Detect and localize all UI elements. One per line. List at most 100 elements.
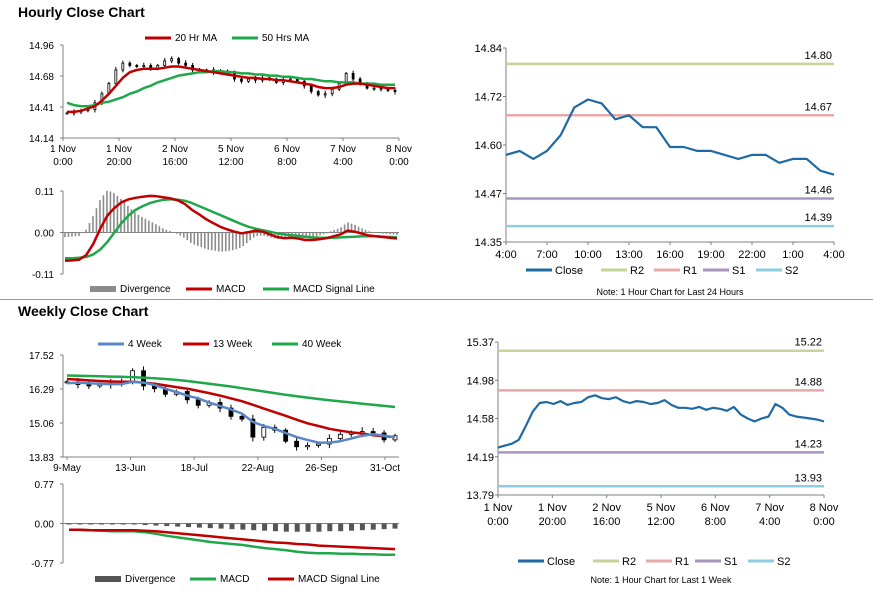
hourly-macd-divergence-bar bbox=[106, 190, 108, 233]
weekly-macd-divergence-bar bbox=[99, 523, 105, 525]
hourly-price-x-tick-label: 12:00 bbox=[218, 157, 243, 168]
weekly-price-x-tick-label: 26-Sep bbox=[305, 463, 338, 474]
weekly-price-candle bbox=[294, 440, 300, 448]
weekly-macd-divergence-bar bbox=[175, 523, 181, 527]
weekly-1w-x-tick-label: 6 Nov bbox=[701, 502, 730, 514]
weekly-price-candle bbox=[316, 443, 321, 446]
hourly-macd-line bbox=[64, 194, 398, 263]
hourly-price-y-tick-label: 14.68 bbox=[29, 72, 54, 83]
weekly-macd-legend-macd-label: MACD bbox=[220, 574, 249, 585]
weekly-macd-divergence-bar bbox=[272, 523, 278, 532]
weekly-macd-divergence-bar bbox=[349, 523, 355, 531]
hourly-macd-divergence-bar bbox=[127, 205, 129, 233]
weekly-macd-divergence-bar bbox=[251, 523, 257, 531]
weekly-price-candle bbox=[86, 384, 92, 387]
weekly-1w-y-tick-label: 13.79 bbox=[466, 490, 494, 502]
hourly-macd-divergence-bar bbox=[249, 232, 252, 241]
weekly-price-y-tick-label: 17.52 bbox=[29, 351, 54, 362]
hourly-macd-divergence-bar bbox=[350, 223, 353, 233]
hourly-macd-divergence-bar bbox=[319, 232, 321, 236]
hourly-24h-x-tick-label: 4:00 bbox=[823, 249, 844, 261]
weekly-macd-divergence-bar bbox=[109, 523, 115, 525]
hourly-macd-legend-signal-label: MACD Signal Line bbox=[293, 284, 375, 295]
hourly-24h-legend-label: Close bbox=[555, 265, 583, 277]
hourly-macd-divergence-bar bbox=[312, 232, 314, 237]
weekly-price-x-tick-label: 18-Jul bbox=[181, 463, 208, 474]
hourly-macd-divergence-bar bbox=[130, 209, 133, 233]
hourly-price-candle bbox=[386, 88, 390, 91]
hourly-macd-divergence-bar bbox=[158, 226, 161, 233]
hourly-macd-legend-divergence-swatch bbox=[90, 286, 116, 292]
hourly-macd-divergence-bar bbox=[113, 193, 115, 233]
weekly-price-candle bbox=[370, 431, 376, 434]
hourly-24h-y-tick-label: 14.72 bbox=[474, 92, 502, 104]
hourly-24h-y-tick-label: 14.60 bbox=[474, 140, 502, 152]
hourly-macd-divergence-bar bbox=[179, 232, 182, 236]
hourly-price-candle bbox=[316, 91, 320, 96]
hourly-macd-divergence-bar bbox=[67, 232, 70, 237]
weekly-macd-signal-line bbox=[69, 528, 396, 551]
hourly-price-x-tick-label: 7 Nov bbox=[330, 144, 356, 155]
hourly-macd-divergence-bar bbox=[64, 232, 66, 238]
hourly-macd-divergence-bar bbox=[238, 232, 241, 249]
hourly-macd-divergence-bar bbox=[378, 232, 381, 234]
weekly-1w-legend-label: S2 bbox=[777, 556, 790, 568]
hourly-macd-signal-line bbox=[65, 198, 398, 260]
hourly-macd-divergence-bar bbox=[85, 229, 87, 233]
weekly-price-y-tick-label: 13.83 bbox=[29, 453, 54, 464]
hourly-macd-divergence-bar bbox=[364, 229, 367, 233]
hourly-price-candle bbox=[114, 69, 118, 84]
hourly-price-candle bbox=[121, 62, 125, 71]
hourly-macd-divergence-bar bbox=[197, 232, 199, 246]
weekly-1w-level-label-r2: 15.22 bbox=[794, 337, 822, 349]
hourly-24h-level-label-r2: 14.80 bbox=[804, 50, 832, 62]
hourly-price-candle bbox=[170, 58, 174, 62]
hourly-price-candle bbox=[163, 60, 167, 66]
hourly-price-candle bbox=[330, 88, 334, 95]
hourly-price-candle bbox=[372, 87, 376, 90]
hourly-macd-divergence-bar bbox=[162, 228, 164, 233]
hourly-macd-divergence-bar bbox=[326, 232, 328, 234]
weekly-1w-x-tick-label: 8:00 bbox=[705, 516, 726, 528]
hourly-24h-x-tick-label: 7:00 bbox=[536, 249, 557, 261]
weekly-price-x-tick-label: 22-Aug bbox=[242, 463, 274, 474]
weekly-macd-divergence-bar bbox=[240, 523, 246, 530]
hourly-macd-divergence-bar bbox=[221, 232, 224, 252]
weekly-macd-y-tick-label: 0.77 bbox=[35, 480, 55, 491]
weekly-macd-legend-divergence-swatch bbox=[95, 576, 121, 582]
weekly-4wk-line bbox=[66, 380, 396, 444]
weekly-1w-x-tick-label: 2 Nov bbox=[592, 502, 621, 514]
weekly-legend-13wk-label: 13 Week bbox=[213, 339, 253, 350]
weekly-legend-40wk-label: 40 Week bbox=[302, 339, 342, 350]
weekly-1w-x-tick-label: 20:00 bbox=[539, 516, 567, 528]
hourly-price-x-tick-label: 4:00 bbox=[333, 157, 353, 168]
hourly-24h-x-tick-label: 1:00 bbox=[782, 249, 803, 261]
hourly-macd-divergence-bar bbox=[207, 232, 210, 250]
weekly-macd-divergence-bar bbox=[186, 523, 192, 528]
weekly-price-x-tick-label: 31-Oct bbox=[370, 463, 400, 474]
hourly-24h-x-tick-label: 19:00 bbox=[697, 249, 725, 261]
weekly-macd-divergence-bar bbox=[392, 523, 398, 529]
weekly-1w-x-tick-label: 16:00 bbox=[593, 516, 621, 528]
hourly-price-candle bbox=[135, 65, 139, 67]
hourly-macd-divergence-bar bbox=[210, 232, 213, 251]
hourly-price-candle bbox=[128, 62, 132, 66]
weekly-macd-divergence-bar bbox=[164, 523, 170, 527]
hourly-macd-divergence-bar bbox=[120, 198, 122, 233]
hourly-price-y-tick-label: 14.41 bbox=[29, 103, 54, 114]
hourly-24h-note: Note: 1 Hour Chart for Last 24 Hours bbox=[596, 287, 744, 297]
hourly-macd-divergence-bar bbox=[347, 222, 349, 233]
hourly-macd-divergence-bar bbox=[343, 224, 346, 233]
hourly-24h-legend-label: S1 bbox=[732, 265, 745, 277]
weekly-legend-4wk-label: 4 Week bbox=[128, 339, 163, 350]
weekly-1w-x-tick-label: 7 Nov bbox=[755, 502, 784, 514]
weekly-macd-divergence-bar bbox=[120, 523, 126, 525]
hourly-macd-divergence-bar bbox=[322, 232, 325, 235]
hourly-24h-close-line bbox=[505, 98, 835, 176]
weekly-macd-divergence-bar bbox=[131, 523, 137, 525]
hourly-macd-divergence-bar bbox=[148, 220, 150, 233]
hourly-macd-divergence-bar bbox=[134, 212, 136, 233]
weekly-1w-close-line bbox=[497, 394, 825, 449]
hourly-legend-ma50-label: 50 Hrs MA bbox=[262, 33, 310, 44]
hourly-macd-divergence-bar bbox=[151, 222, 154, 233]
